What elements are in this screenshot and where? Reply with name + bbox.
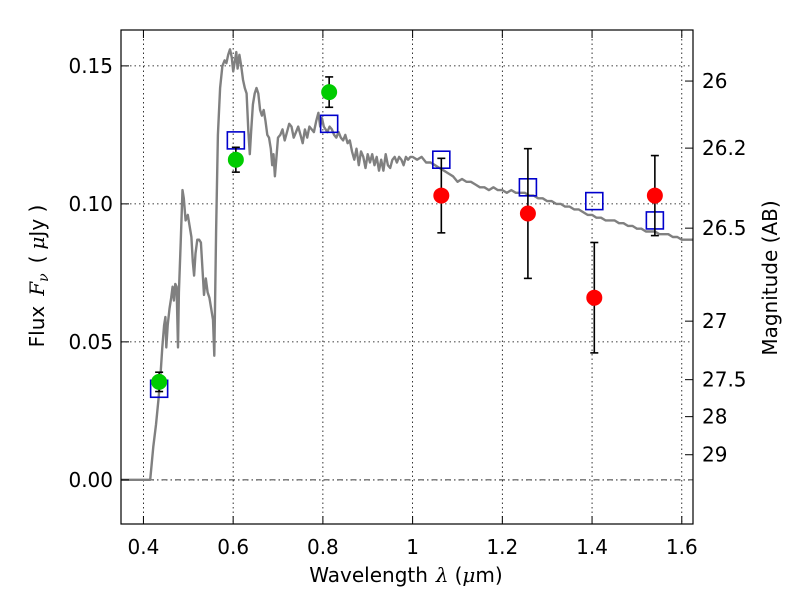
markers-layer	[149, 76, 665, 399]
x-axis-unit-open: (	[455, 563, 463, 587]
y2-tick-label: 29	[702, 443, 727, 467]
x-tick-label: 0.4	[128, 535, 160, 559]
model-sed-layer	[121, 48, 693, 481]
model-photometry-point	[319, 114, 339, 134]
y-axis-symbol-sub: ν	[36, 273, 52, 282]
plot-contents	[121, 48, 693, 481]
model-sed-curve	[121, 48, 693, 481]
y-axis-unit-close: Jy )	[25, 205, 49, 239]
plot-frame	[120, 29, 694, 525]
model-photometry-point	[585, 191, 604, 211]
nir-data-point	[586, 289, 603, 306]
x-axis-unit-close: m)	[475, 563, 502, 587]
y2-tick-label: 26.2	[702, 136, 747, 160]
nir-data-point	[433, 187, 450, 204]
x-tick-label: 1.2	[486, 535, 518, 559]
y-tick-label: 0.00	[68, 468, 113, 492]
y-tick-label: 0.15	[68, 54, 113, 78]
nir-data-point	[519, 205, 536, 222]
y-axis-unit-mu: μ	[25, 237, 49, 250]
y-tick-label: 0.05	[68, 330, 113, 354]
y-axis-ticks: 0.00 0.05 0.10 0.15	[68, 54, 129, 492]
y2-tick-label: 26.5	[702, 216, 747, 240]
x-axis-symbol: λ	[435, 563, 449, 587]
y-tick-label: 0.10	[68, 192, 113, 216]
optical-data-point	[151, 373, 168, 390]
y2-axis-ticks: 26 26.2 26.5 27 27.5 28 29	[685, 69, 747, 467]
x-tick-label: 1.6	[666, 535, 698, 559]
x-axis-ticks: 0.4 0.6 0.8 1 1.2 1.4 1.6	[128, 30, 698, 559]
y-axis-label-text: Flux	[25, 306, 49, 348]
y2-tick-label: 27.5	[702, 368, 747, 392]
y2-tick-label: 26	[702, 69, 727, 93]
x-axis-label-text: Wavelength	[309, 563, 428, 587]
y2-tick-label: 27	[702, 309, 727, 333]
x-tick-label: 0.6	[217, 535, 249, 559]
y-axis-title: Flux Fν ( μJy )	[25, 205, 52, 348]
y-axis-symbol: F	[25, 281, 49, 297]
x-tick-label: 1	[406, 535, 419, 559]
nir-data-point	[646, 187, 663, 204]
y-axis-unit-open: (	[25, 256, 49, 264]
y2-axis-title: Magnitude (AB)	[758, 200, 782, 355]
optical-data-point	[321, 84, 338, 101]
x-axis-unit-mu: μ	[462, 563, 475, 587]
optical-data-point	[227, 151, 244, 168]
y2-tick-label: 28	[702, 405, 727, 429]
x-tick-label: 0.8	[307, 535, 339, 559]
x-tick-label: 1.4	[576, 535, 608, 559]
x-axis-title: Wavelength λ (μm)	[309, 563, 502, 587]
